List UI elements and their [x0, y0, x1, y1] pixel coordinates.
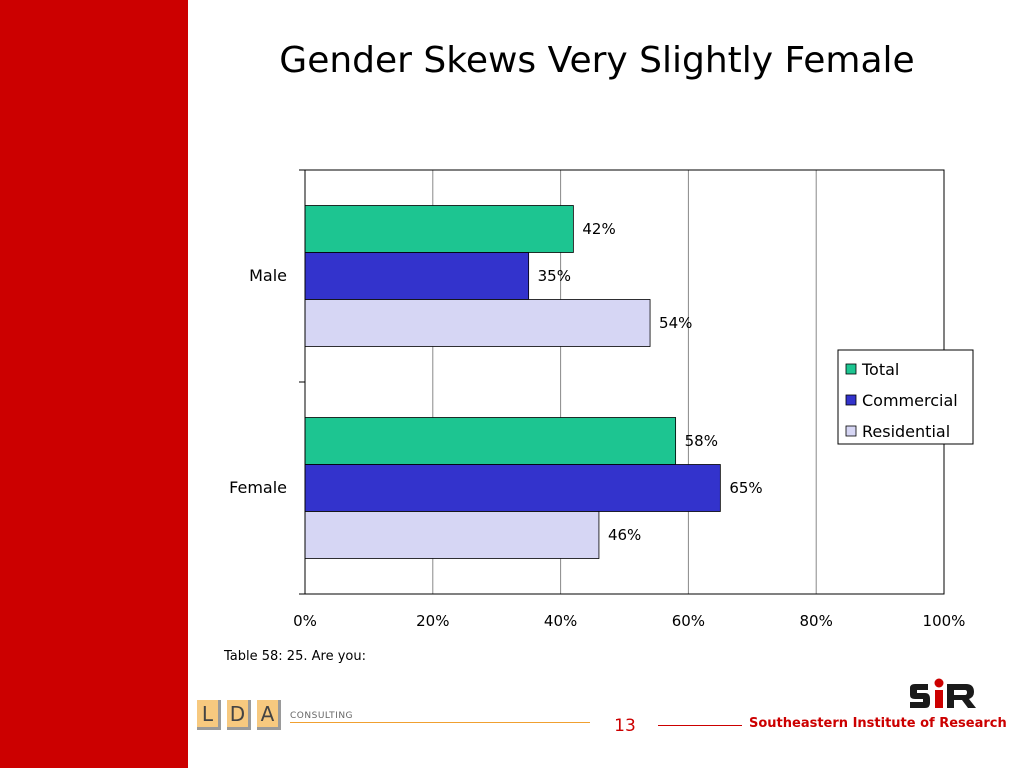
legend-swatch [845, 425, 857, 437]
data-label: 42% [582, 220, 615, 238]
x-tick-label: 80% [800, 612, 833, 630]
organization-name: Southeastern Institute of Research [749, 716, 1007, 731]
x-tick-label: 60% [672, 612, 705, 630]
x-tick-label: 20% [416, 612, 449, 630]
legend-label: Residential [862, 422, 950, 441]
data-label: 54% [659, 314, 692, 332]
page-number: 13 [614, 716, 636, 736]
data-label: 58% [685, 432, 718, 450]
data-label: 46% [608, 526, 641, 544]
footer-divider-left [290, 722, 590, 723]
bar-chart: 42% 35% 54% Male 58% 65% 46% Female 0% 20% 40% 60% 8… [229, 169, 974, 630]
legend-box [837, 349, 974, 445]
legend-swatch [845, 363, 857, 375]
red-side-band [0, 0, 188, 768]
lda-logo-letter-d: D [227, 700, 251, 730]
bar [304, 464, 721, 512]
footer-divider-right [658, 725, 742, 726]
bar [304, 417, 677, 465]
slide-title: Gender Skews Very Slightly Female [279, 40, 915, 81]
sir-logo [910, 678, 976, 708]
legend-label: Commercial [862, 391, 958, 410]
legend-label: Total [861, 360, 899, 379]
legend-swatch [845, 394, 857, 406]
category-label: Male [249, 266, 287, 285]
data-label: 65% [729, 479, 762, 497]
x-tick-label: 100% [923, 612, 966, 630]
lda-logo-letter-a: A [257, 700, 281, 730]
bar [304, 205, 574, 253]
bar [304, 299, 651, 347]
table-caption: Table 58: 25. Are you: [224, 649, 366, 664]
x-tick-label: 40% [544, 612, 577, 630]
x-tick-label: 0% [293, 612, 317, 630]
lda-logo-letter-l: L [197, 700, 221, 730]
data-label: 35% [538, 267, 571, 285]
lda-logo: L D A [197, 700, 287, 730]
category-label: Female [229, 478, 287, 497]
bar [304, 511, 600, 559]
consulting-label: CONSULTING [290, 711, 354, 721]
bar [304, 252, 530, 300]
